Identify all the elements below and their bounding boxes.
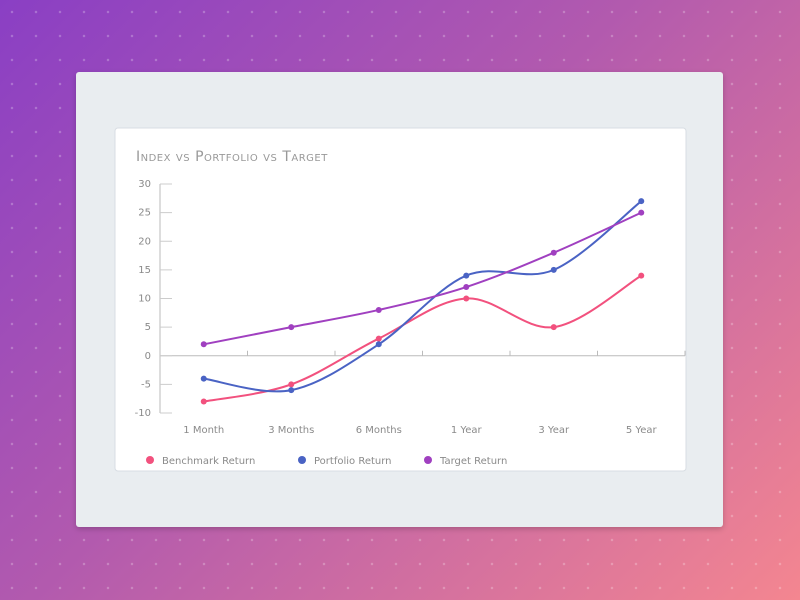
- data-point: [375, 306, 382, 313]
- data-point: [200, 341, 207, 348]
- data-point: [463, 284, 470, 291]
- data-point: [638, 209, 645, 216]
- legend-label: Benchmark Return: [162, 456, 255, 467]
- x-tick-label: 1 Month: [183, 425, 224, 436]
- y-tick-label: -5: [141, 379, 151, 390]
- x-tick-label: 5 Year: [626, 425, 658, 436]
- data-point: [200, 375, 207, 382]
- y-tick-label: 20: [138, 236, 151, 247]
- series-line: [203, 200, 642, 393]
- data-point: [638, 198, 645, 205]
- y-tick-label: 0: [145, 351, 151, 362]
- data-point: [200, 398, 207, 405]
- data-point: [288, 387, 295, 394]
- x-tick-label: 1 Year: [451, 425, 483, 436]
- data-point: [550, 266, 557, 273]
- y-tick-label: 10: [138, 294, 151, 305]
- data-point: [638, 272, 645, 279]
- y-tick-label: 25: [138, 208, 151, 219]
- legend-marker: [146, 456, 154, 464]
- legend-label: Portfolio Return: [314, 456, 392, 467]
- chart-title: Index vs Portfolio vs Target: [136, 149, 328, 165]
- legend-marker: [298, 456, 306, 464]
- y-tick-label: 5: [145, 322, 151, 333]
- x-tick-label: 6 Months: [356, 425, 402, 436]
- y-tick-label: 15: [138, 265, 151, 276]
- legend-label: Target Return: [439, 456, 507, 467]
- data-point: [550, 249, 557, 256]
- data-point: [375, 335, 382, 342]
- series-line: [203, 274, 642, 403]
- series-line: [203, 211, 642, 346]
- data-point: [375, 341, 382, 348]
- data-point: [288, 324, 295, 331]
- y-tick-label: -10: [135, 408, 151, 419]
- data-point: [463, 272, 470, 279]
- data-point: [288, 381, 295, 388]
- x-tick-label: 3 Months: [268, 425, 314, 436]
- y-tick-label: 30: [138, 179, 151, 190]
- data-point: [550, 324, 557, 331]
- x-tick-label: 3 Year: [538, 425, 570, 436]
- legend-marker: [424, 456, 432, 464]
- data-point: [463, 295, 470, 302]
- chart-card: [114, 127, 687, 472]
